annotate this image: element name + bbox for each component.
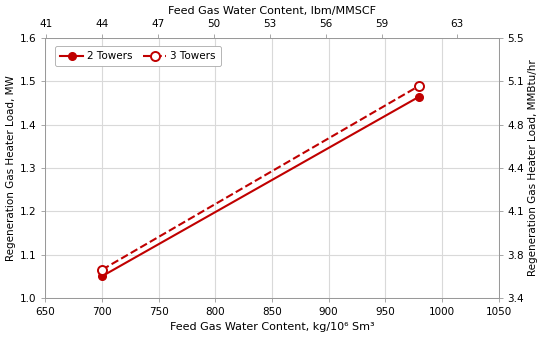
Line: 3 Towers: 3 Towers	[97, 81, 424, 274]
3 Towers	[416, 84, 423, 88]
2 Towers	[416, 95, 423, 99]
Y-axis label: Regeneration Gas Heater Load, MW: Regeneration Gas Heater Load, MW	[5, 75, 16, 261]
Legend: 2 Towers, 3 Towers: 2 Towers, 3 Towers	[55, 46, 221, 66]
X-axis label: Feed Gas Water Content, lbm/MMSCF: Feed Gas Water Content, lbm/MMSCF	[168, 5, 376, 16]
3 Towers	[99, 268, 106, 272]
X-axis label: Feed Gas Water Content, kg/10⁶ Sm³: Feed Gas Water Content, kg/10⁶ Sm³	[170, 322, 374, 333]
2 Towers	[99, 274, 106, 278]
Y-axis label: Regeneration Gas Heater Load, MMBtu/hr: Regeneration Gas Heater Load, MMBtu/hr	[528, 59, 539, 276]
Line: 2 Towers: 2 Towers	[98, 93, 423, 280]
